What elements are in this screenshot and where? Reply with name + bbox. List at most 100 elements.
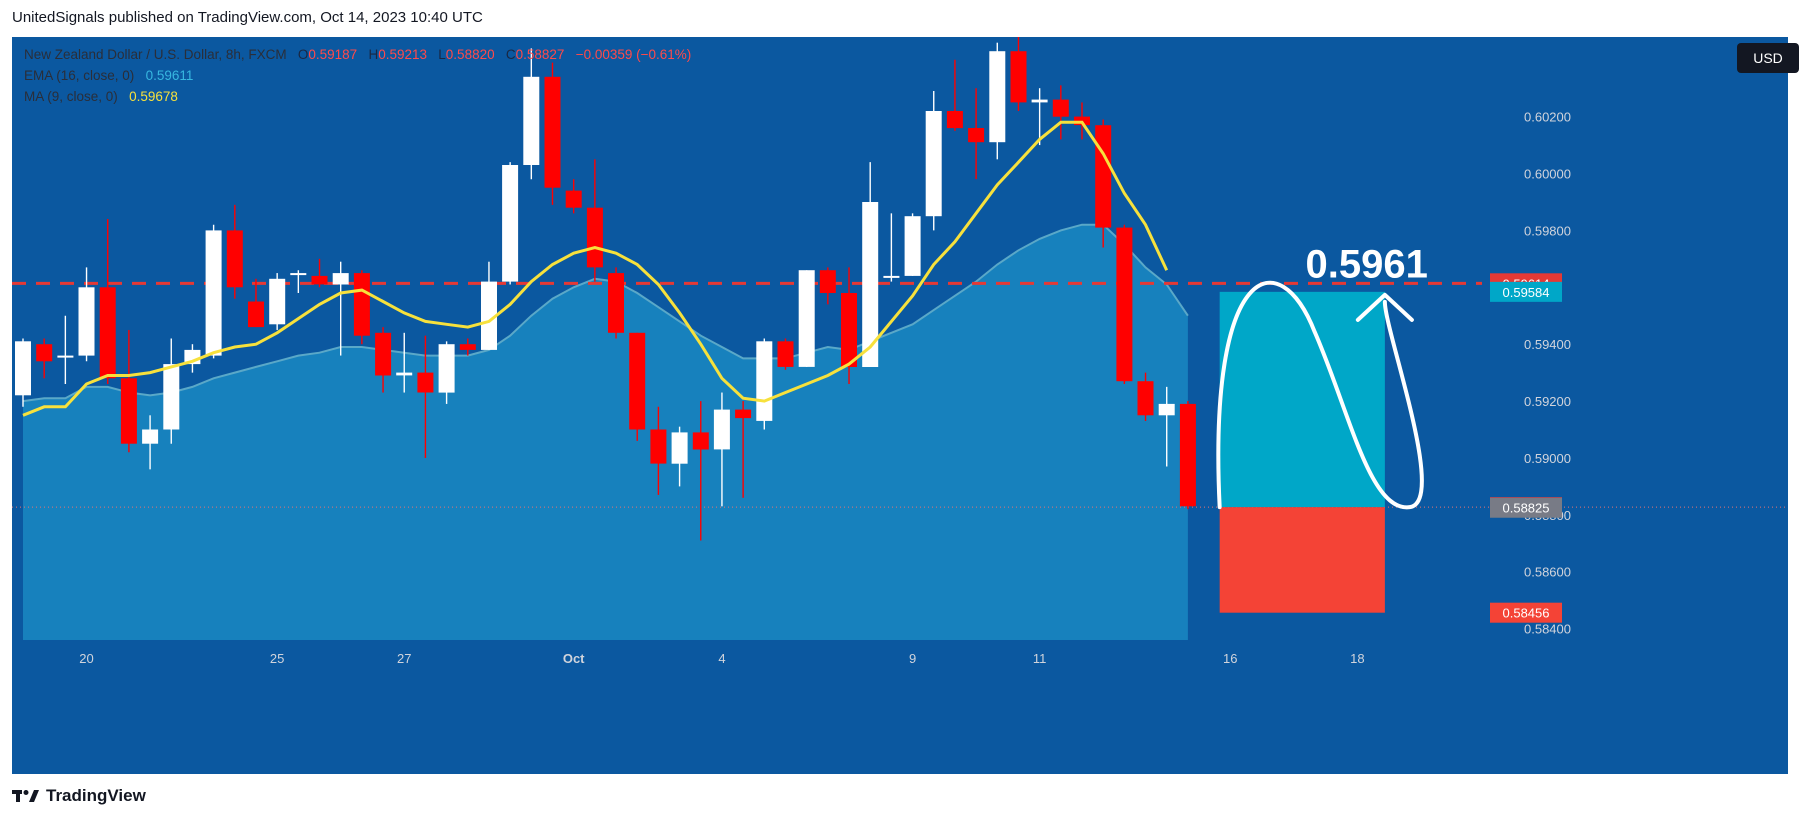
candle-body[interactable] [883,275,900,278]
legend-ma-value: 0.59678 [129,89,178,104]
candle-body[interactable] [798,270,815,367]
candle-body[interactable] [502,165,519,282]
candle-body[interactable] [1095,125,1112,228]
candle-body[interactable] [713,409,730,450]
candle-body[interactable] [565,190,582,208]
candle-body[interactable] [36,344,53,362]
candle-body[interactable] [269,278,286,325]
price-label-text: 0.59584 [1503,285,1550,300]
candle-body[interactable] [57,355,74,358]
candle-body[interactable] [142,429,159,444]
chart-area[interactable]: 0.59610.584000.586000.588000.590000.5920… [12,37,1799,774]
candle-body[interactable] [862,202,879,367]
candle-body[interactable] [226,230,243,288]
candle-body[interactable] [523,76,540,165]
candle-body[interactable] [332,273,349,285]
candle-body[interactable] [989,51,1006,143]
legend-ema-label: EMA (16, close, 0) [24,68,135,83]
candle-body[interactable] [1179,403,1196,507]
price-label-badge [1490,602,1562,623]
x-axis-tick-label: 9 [909,651,916,666]
ema-line [22,223,1189,403]
x-axis-tick-label: Oct [563,651,585,666]
candle-body[interactable] [650,429,667,464]
candle-body[interactable] [777,341,794,367]
legend-ema-row: EMA (16, close, 0) 0.59611 [24,68,193,83]
candle-body[interactable] [671,432,688,464]
candle-body[interactable] [735,409,752,419]
legend-high: 0.59213 [378,47,428,62]
tradingview-logo[interactable]: TradingView [12,786,146,806]
candle-body[interactable] [205,230,222,356]
candle-body[interactable] [290,273,307,276]
candle-body[interactable] [629,332,646,430]
legend-low-label: L [438,47,446,62]
legend-close: 0.58827 [515,47,565,62]
price-label-text: 0.58456 [1503,606,1550,621]
candle-body[interactable] [1116,227,1133,382]
candle-body[interactable] [904,216,921,276]
projection-target-label: 0.5961 [1306,242,1428,286]
profit-zone[interactable] [1219,291,1385,508]
legend-low: 0.58820 [445,47,495,62]
candle-body[interactable] [248,301,264,328]
candle-body[interactable] [1052,99,1069,117]
y-axis-tick-label: 0.59200 [1524,394,1571,409]
price-label-badge [1490,497,1562,518]
candle-body[interactable] [99,287,116,379]
legend-open: 0.59187 [308,47,358,62]
projection-curve [1216,280,1424,510]
candle-body[interactable] [459,344,476,350]
candle-body[interactable] [586,207,603,268]
legend-symbol: New Zealand Dollar / U.S. Dollar, 8h, FX… [24,47,287,62]
y-axis-tick-label: 0.60200 [1524,110,1571,125]
ema-area [23,224,1188,640]
candle-body[interactable] [163,364,180,430]
legend-high-label: H [368,47,379,62]
candle-body[interactable] [968,128,985,143]
candle-body[interactable] [1031,99,1048,103]
ma-line [22,120,1169,417]
candle-body[interactable] [841,293,857,367]
candle-body[interactable] [353,273,370,336]
candle-body[interactable] [481,281,497,350]
candle-body[interactable] [311,275,328,285]
legend-change: −0.00359 (−0.61%) [575,47,692,62]
legend-close-label: C [505,47,516,62]
candle-body[interactable] [15,341,31,396]
y-axis-tick-label: 0.59400 [1524,337,1571,352]
price-chart[interactable]: 0.59610.584000.586000.588000.590000.5920… [12,37,1788,774]
candle-body[interactable] [396,372,413,376]
candle-body[interactable] [120,378,137,444]
x-axis-tick-label: 4 [718,651,725,666]
currency-button[interactable]: USD [1737,43,1799,73]
x-axis-tick-label: 25 [270,651,284,666]
publisher-header: UnitedSignals published on TradingView.c… [12,9,483,26]
candle-body[interactable] [608,273,624,333]
candle-body[interactable] [819,270,836,293]
candle-body[interactable] [417,372,434,393]
loss-zone[interactable] [1219,507,1385,613]
candle-body[interactable] [544,76,561,188]
candle-body[interactable] [438,344,455,393]
x-axis-tick-label: 11 [1033,651,1047,666]
legend-ma-label: MA (9, close, 0) [24,89,118,104]
candle-body[interactable] [946,111,963,129]
tradingview-logo-icon [12,790,39,802]
legend-ma-row: MA (9, close, 0) 0.59678 [24,89,178,104]
y-axis-tick-label: 0.58600 [1524,565,1571,580]
x-axis-tick-label: 18 [1350,651,1364,666]
candle-body[interactable] [1010,51,1027,103]
legend-ema-value: 0.59611 [145,68,194,83]
candle-body[interactable] [78,287,95,356]
y-axis-tick-label: 0.59800 [1524,223,1571,238]
candle-body[interactable] [756,341,773,421]
candle-body[interactable] [1137,381,1154,416]
candle-body[interactable] [692,432,709,450]
price-label-badge [1490,281,1562,302]
candle-body[interactable] [375,332,392,376]
candle-body[interactable] [1158,403,1175,416]
candle-body[interactable] [925,111,942,217]
x-axis-tick-label: 16 [1223,651,1237,666]
x-axis-tick-label: 20 [79,651,93,666]
